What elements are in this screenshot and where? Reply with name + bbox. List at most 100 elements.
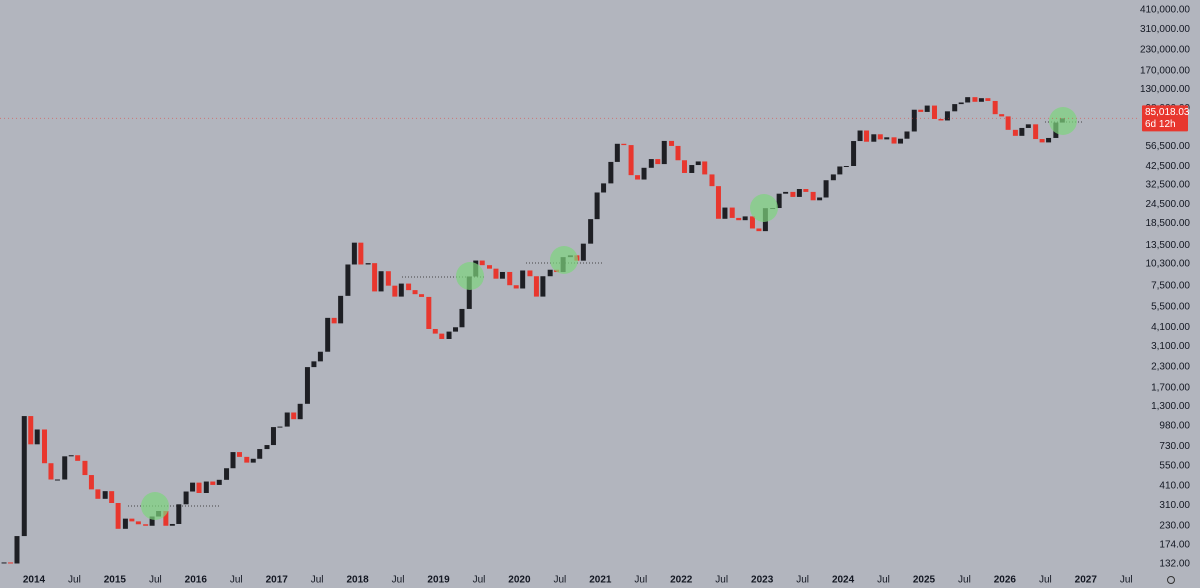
x-tick-label: Jul xyxy=(311,575,324,586)
candle xyxy=(669,140,675,146)
x-tick-label: Jul xyxy=(230,575,243,586)
highlight-circle xyxy=(750,194,778,222)
y-tick-label: 550.00 xyxy=(1159,460,1190,471)
candle xyxy=(857,130,863,142)
candle xyxy=(742,216,748,221)
countdown: 6d 12h xyxy=(1145,119,1176,130)
candle xyxy=(34,429,40,445)
y-tick-label: 10,300.00 xyxy=(1146,258,1191,269)
settings-icon[interactable] xyxy=(1167,576,1175,584)
candle xyxy=(709,174,715,187)
candle xyxy=(75,455,81,461)
y-tick-label: 4,100.00 xyxy=(1151,322,1190,333)
candle xyxy=(924,105,930,112)
candle xyxy=(331,317,337,324)
x-tick-label: Jul xyxy=(1120,575,1133,586)
candle xyxy=(149,516,155,526)
candle xyxy=(210,481,216,485)
candle xyxy=(41,429,47,464)
y-tick-label: 410,000.00 xyxy=(1140,5,1190,16)
y-tick-label: 310,000.00 xyxy=(1140,24,1190,35)
candle xyxy=(1033,124,1039,140)
x-tick-label: 2014 xyxy=(23,575,46,586)
candle xyxy=(284,412,290,427)
x-tick-label: Jul xyxy=(392,575,405,586)
candle xyxy=(8,562,14,564)
candle xyxy=(264,445,270,450)
candle xyxy=(190,482,196,492)
candle xyxy=(398,283,404,297)
candle xyxy=(722,207,728,219)
candle xyxy=(695,161,701,166)
candle xyxy=(1012,129,1018,136)
candle xyxy=(749,216,755,229)
y-tick-label: 132.00 xyxy=(1159,559,1190,570)
highlight-circle xyxy=(456,262,484,290)
candle xyxy=(547,269,553,277)
candle xyxy=(513,285,519,289)
y-tick-label: 130,000.00 xyxy=(1140,84,1190,95)
candle xyxy=(520,270,526,289)
y-tick-label: 3,100.00 xyxy=(1151,341,1190,352)
candle xyxy=(291,412,297,420)
candle xyxy=(345,264,351,296)
candle xyxy=(143,524,149,526)
candle xyxy=(871,134,877,142)
y-tick-label: 42,500.00 xyxy=(1146,161,1191,172)
candle xyxy=(952,104,958,112)
candle xyxy=(614,143,620,162)
candle xyxy=(756,228,762,232)
candle xyxy=(661,140,667,165)
candle xyxy=(864,130,870,142)
x-tick-label: Jul xyxy=(473,575,486,586)
candle xyxy=(325,317,331,352)
candle xyxy=(843,165,849,167)
highlight-circle xyxy=(141,492,169,520)
x-tick-label: 2020 xyxy=(508,575,531,586)
x-tick-label: Jul xyxy=(149,575,162,586)
x-tick-label: 2024 xyxy=(832,575,855,586)
x-tick-label: Jul xyxy=(877,575,890,586)
candle xyxy=(169,523,175,526)
x-tick-label: 2022 xyxy=(670,575,693,586)
candle xyxy=(115,502,121,529)
candle xyxy=(102,491,108,499)
candle xyxy=(250,458,256,463)
candle xyxy=(621,143,627,146)
candle xyxy=(277,426,283,428)
candle xyxy=(196,482,202,493)
price-badge xyxy=(1142,105,1188,132)
candle xyxy=(109,491,115,503)
candle xyxy=(14,536,20,564)
candle xyxy=(958,102,964,105)
candle xyxy=(635,175,641,180)
candle xyxy=(135,521,141,525)
candle xyxy=(715,186,721,219)
candle xyxy=(28,416,34,445)
candle xyxy=(648,159,654,168)
x-tick-label: 2027 xyxy=(1075,575,1098,586)
candle xyxy=(338,295,344,324)
y-tick-label: 310.00 xyxy=(1159,500,1190,511)
candle xyxy=(507,271,513,286)
x-tick-label: Jul xyxy=(958,575,971,586)
candle xyxy=(877,134,883,140)
candle xyxy=(783,191,789,194)
candle xyxy=(54,479,60,481)
x-tick-label: 2025 xyxy=(913,575,936,586)
x-tick-label: Jul xyxy=(796,575,809,586)
candle xyxy=(95,489,101,499)
candle xyxy=(406,283,412,291)
y-tick-label: 18,500.00 xyxy=(1146,218,1191,229)
candle xyxy=(689,165,695,173)
x-tick-label: Jul xyxy=(1039,575,1052,586)
y-tick-label: 56,500.00 xyxy=(1146,141,1191,152)
x-tick-label: Jul xyxy=(715,575,728,586)
candle xyxy=(351,242,357,265)
candle xyxy=(837,166,843,175)
x-tick-label: Jul xyxy=(634,575,647,586)
candle xyxy=(540,276,546,297)
y-tick-label: 5,500.00 xyxy=(1151,302,1190,313)
candle xyxy=(466,276,472,309)
candle xyxy=(203,481,209,493)
